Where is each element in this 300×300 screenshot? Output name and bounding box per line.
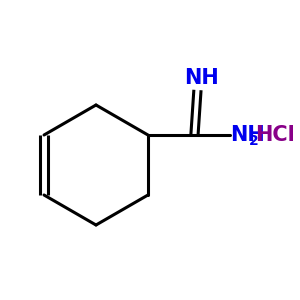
Text: NH: NH bbox=[230, 125, 265, 145]
Text: NH: NH bbox=[184, 68, 219, 88]
Text: HCl: HCl bbox=[255, 125, 295, 145]
Text: 2: 2 bbox=[249, 134, 259, 148]
